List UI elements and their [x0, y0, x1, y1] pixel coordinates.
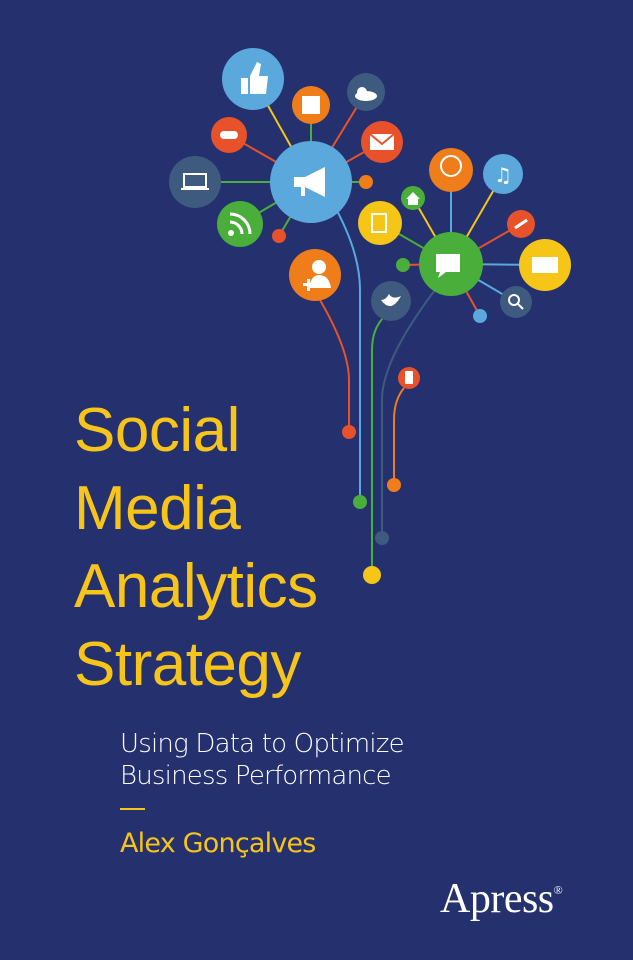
- title-line: Social: [74, 396, 240, 465]
- svg-text:♫: ♫: [494, 163, 512, 187]
- publisher-name: Apress: [440, 876, 554, 922]
- title-line: Media: [74, 474, 241, 543]
- rss-icon: [217, 201, 263, 247]
- title-line: Strategy: [74, 630, 301, 699]
- search-icon: [500, 286, 532, 318]
- music-icon: [483, 154, 523, 194]
- subtitle-line: Using Data to Optimize: [120, 729, 405, 759]
- add-user-icon: [289, 249, 341, 301]
- globe-icon: [429, 148, 473, 192]
- author-name: Alex Gonçalves: [120, 828, 316, 859]
- laptop-icon: [169, 156, 221, 208]
- title-line: Analytics: [74, 552, 318, 621]
- document-icon: [358, 201, 402, 245]
- book-subtitle: Using Data to Optimize Business Performa…: [120, 728, 405, 792]
- book-title: Social Media Analytics Strategy: [74, 392, 318, 704]
- divider: [120, 808, 145, 810]
- publisher-logo: Apress®: [440, 875, 563, 923]
- subtitle-line: Business Performance: [120, 761, 392, 791]
- registered-mark: ®: [553, 883, 563, 897]
